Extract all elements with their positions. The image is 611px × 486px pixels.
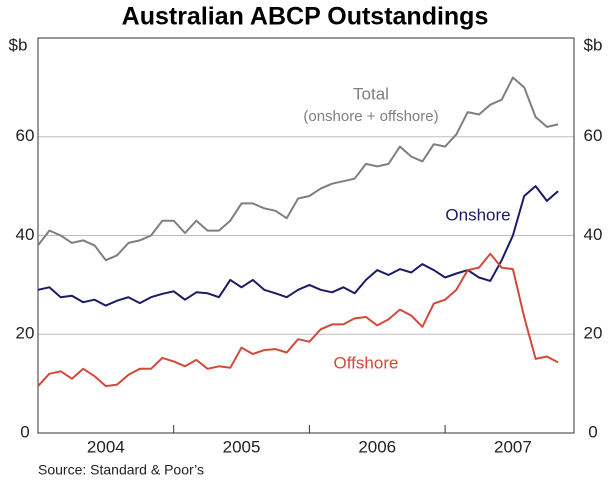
y-axis-label: $b [9, 35, 28, 54]
y2-axis-label: $b [584, 35, 603, 54]
line-series [37, 185, 559, 307]
plot-frame [37, 37, 575, 434]
series-label: Offshore [334, 353, 399, 372]
line-series [37, 252, 559, 388]
y2-tick-label: 0 [588, 422, 597, 441]
y2-tick-label: 60 [584, 126, 603, 145]
x-tick-label: 2004 [87, 437, 125, 456]
y2-tick-label: 20 [584, 324, 603, 343]
line-series [37, 76, 559, 262]
series-label: Total [353, 84, 389, 103]
y-tick-label: 20 [16, 324, 35, 343]
x-tick-label: 2005 [223, 437, 261, 456]
y-tick-label: 0 [20, 422, 29, 441]
y-tick-label: 40 [16, 225, 35, 244]
x-tick-label: 2006 [358, 437, 396, 456]
chart-title: Australian ABCP Outstandings [122, 3, 489, 31]
y2-tick-label: 40 [584, 225, 603, 244]
series-label: Onshore [445, 205, 510, 224]
source: Source: Standard & Poor’s [38, 462, 204, 478]
annotation: (onshore + offshore) [303, 108, 438, 125]
y-tick-label: 60 [16, 126, 35, 145]
x-tick-label: 2007 [494, 437, 532, 456]
